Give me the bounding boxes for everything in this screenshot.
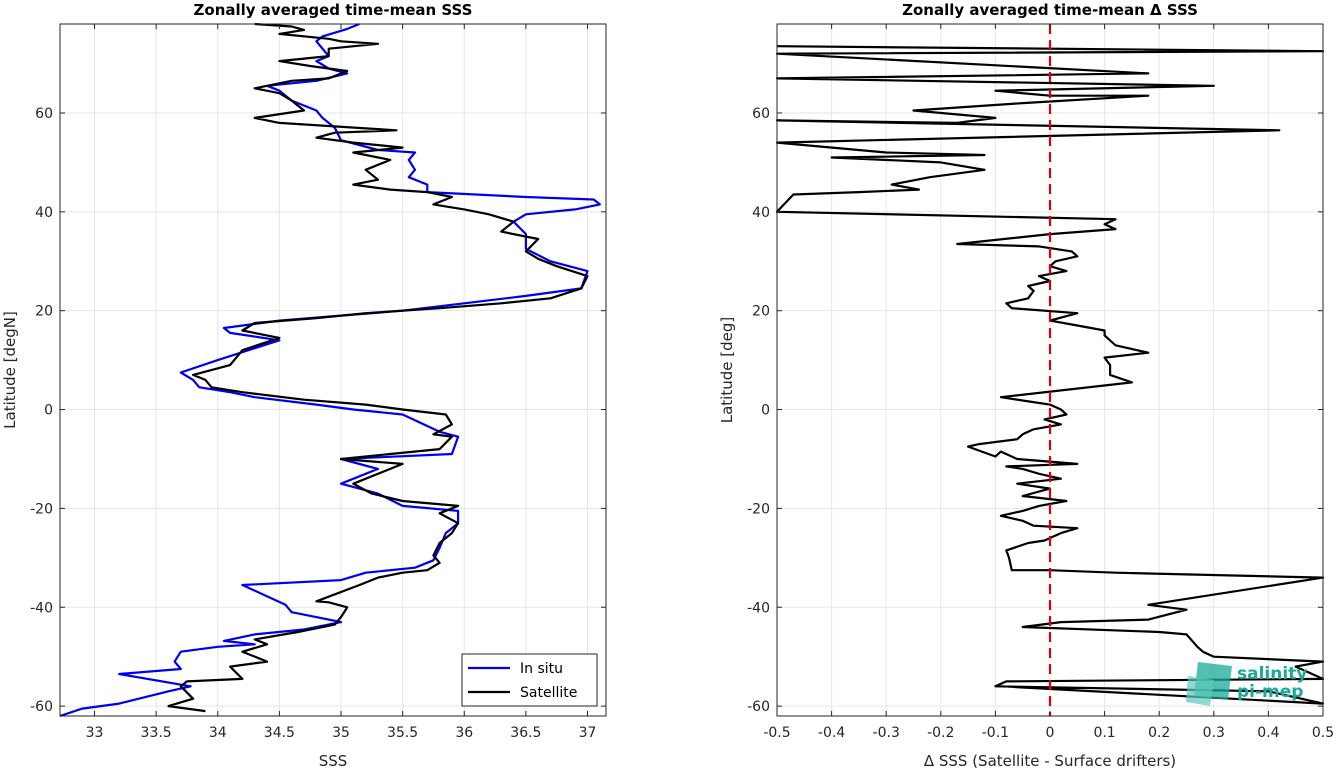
y-tick-label: 0 — [44, 403, 53, 419]
y-tick-label: -20 — [747, 501, 770, 517]
x-tick-label: 33.5 — [141, 725, 172, 741]
y-tick-label: -40 — [30, 600, 53, 616]
x-tick-label: 0.4 — [1257, 725, 1279, 741]
plot-area — [60, 24, 606, 716]
x-axis-label: SSS — [319, 752, 348, 769]
legend-box — [461, 653, 598, 707]
series-group — [775, 45, 1325, 705]
legend: In situ Satellite — [461, 653, 598, 707]
x-tick-label: -0.3 — [873, 725, 900, 741]
y-tick-label: 20 — [35, 304, 53, 320]
x-tick-label: 0.5 — [1312, 725, 1334, 741]
logo-cube-shadow-icon — [1186, 676, 1214, 706]
x-tick-label: 0.3 — [1203, 725, 1225, 741]
y-tick-label: 60 — [752, 106, 770, 122]
legend-label-in-situ: In situ — [520, 661, 563, 677]
y-tick-label: -40 — [747, 600, 770, 616]
x-tick-label: -0.1 — [982, 725, 1009, 741]
x-tick-label: 34.5 — [264, 725, 295, 741]
ticks: 33 33.5 34 34.5 35 35.5 36 36.5 37 -60 -40 -20 0 20 40… — [30, 24, 606, 741]
y-tick-label: -60 — [30, 699, 53, 715]
panel-delta-sss: -0.5 -0.4 -0.3 -0.2 -0.1 0 0.1 0.2 0.3 0.4 0.5 -60 -… — [718, 1, 1334, 769]
ticks: -0.5 -0.4 -0.3 -0.2 -0.1 0 0.1 0.2 0.3 0.4 0.5 -60 -… — [747, 24, 1334, 741]
logo-text-salinity: salinity — [1237, 664, 1307, 684]
x-tick-label: -0.5 — [763, 725, 790, 741]
x-tick-label: 36.5 — [510, 725, 541, 741]
series-group — [59, 22, 601, 718]
y-tick-label: 60 — [35, 106, 53, 122]
logo-text-pi-mep: pi-mep — [1237, 682, 1303, 702]
y-tick-label: -20 — [30, 501, 53, 517]
x-tick-label: -0.2 — [927, 725, 954, 741]
axes-box — [59, 23, 607, 717]
series-line-delta-sss — [775, 45, 1325, 705]
x-tick-label: 36 — [455, 725, 473, 741]
x-tick-label: 0.2 — [1148, 725, 1170, 741]
y-tick-label: 40 — [752, 205, 770, 221]
x-tick-label: 35.5 — [387, 725, 418, 741]
salinity-pi-mep-logo: salinity pi-mep — [1186, 662, 1307, 706]
series-line-satellite — [167, 22, 589, 713]
y-axis-label: Latitude [degN] — [1, 311, 19, 429]
y-tick-label: 40 — [35, 205, 53, 221]
panel-sss: 33 33.5 34 34.5 35 35.5 36 36.5 37 -60 -40 -20 0 20 40… — [1, 1, 607, 769]
chart-title: Zonally averaged time-mean SSS — [194, 1, 473, 19]
x-tick-label: 37 — [579, 725, 597, 741]
x-axis-label: Δ SSS (Satellite - Surface drifters) — [924, 752, 1176, 769]
x-tick-label: 0.1 — [1093, 725, 1115, 741]
x-tick-label: 0 — [1046, 725, 1055, 741]
x-tick-label: -0.4 — [818, 725, 845, 741]
chart-title: Zonally averaged time-mean Δ SSS — [902, 1, 1198, 19]
y-tick-label: 0 — [761, 403, 770, 419]
y-tick-label: -60 — [747, 699, 770, 715]
y-axis-label: Latitude [deg] — [718, 317, 736, 423]
legend-label-satellite: Satellite — [520, 685, 577, 701]
x-tick-label: 35 — [332, 725, 350, 741]
x-tick-label: 33 — [86, 725, 104, 741]
x-tick-label: 34 — [209, 725, 227, 741]
y-tick-label: 20 — [752, 304, 770, 320]
